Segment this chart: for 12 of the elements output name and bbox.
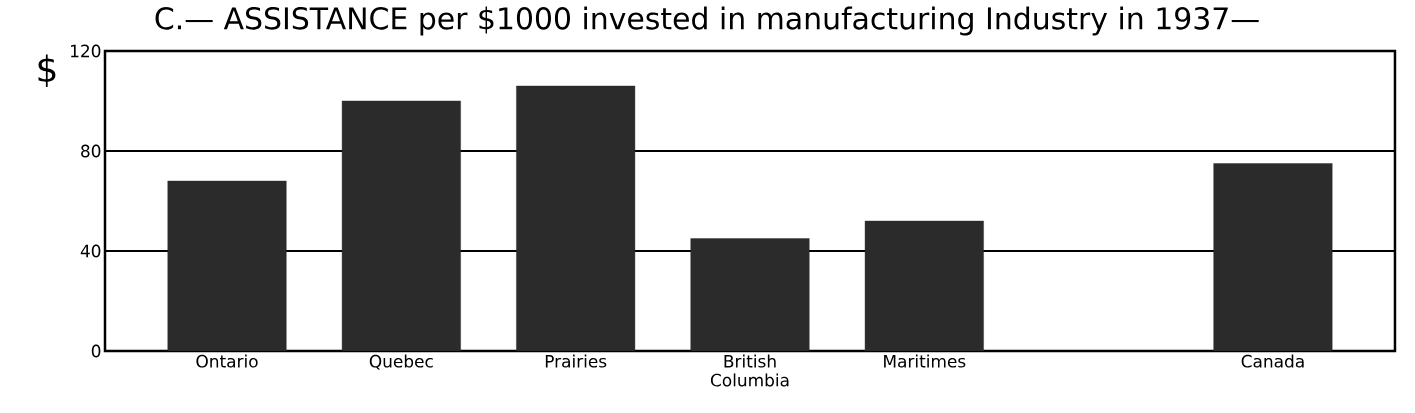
y-axis-title: $ [38,54,56,88]
x-tick-label: Quebec [369,354,433,370]
x-tick-label: Ontario [196,354,258,368]
y-tick-label: 80 [81,144,101,158]
chart-title: C.— ASSISTANCE per $1000 invested in manufacturing Industry in 1937— [155,6,1259,36]
x-tick-label: British Columbia [710,354,789,387]
y-tick-label: 0 [91,344,101,358]
y-tick-label: 120 [71,44,101,58]
x-tick-label: Maritimes [884,354,966,368]
x-tick-label: Canada [1241,354,1304,368]
x-tick-label: Prairies [545,354,607,368]
y-tick-label: 40 [80,244,101,258]
